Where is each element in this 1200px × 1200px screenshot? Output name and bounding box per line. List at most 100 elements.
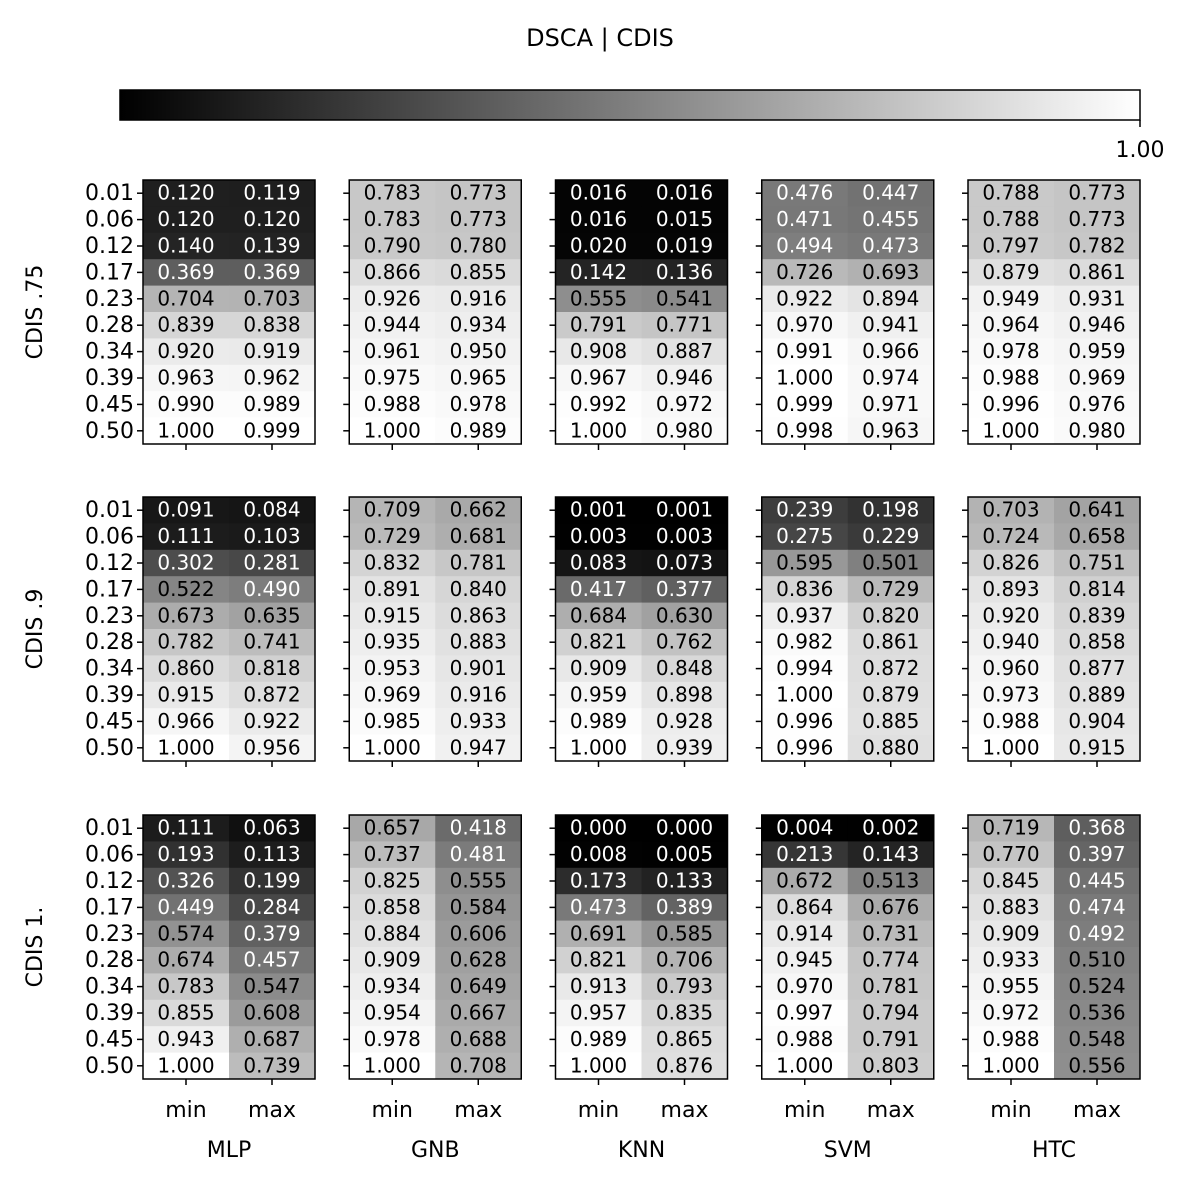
heatmap-cell	[968, 1052, 1055, 1080]
cell-value-label: 0.794	[862, 1001, 919, 1025]
heatmap-cell	[761, 815, 849, 842]
heatmap-cell	[435, 338, 522, 366]
heatmap-cell	[968, 497, 1055, 524]
cell-value-label: 0.946	[656, 366, 713, 390]
y-tick-label: 0.12	[85, 234, 134, 259]
cell-value-label: 0.976	[1068, 392, 1125, 416]
heatmap-cell	[1054, 920, 1141, 948]
heatmap-cell	[761, 1026, 849, 1054]
colorbar-tick-label: 1.00	[1116, 138, 1165, 163]
cell-value-label: 0.120	[243, 207, 300, 231]
cell-value-label: 0.848	[656, 656, 713, 680]
heatmap-cell	[847, 417, 935, 445]
cell-value-label: 0.783	[364, 181, 421, 205]
cell-value-label: 1.000	[776, 366, 833, 390]
heatmap-cell	[641, 497, 728, 524]
cell-value-label: 0.726	[776, 260, 833, 284]
y-tick-label: 0.45	[85, 1027, 134, 1052]
heatmap-cell	[1054, 549, 1141, 577]
y-tick-label: 0.50	[85, 736, 134, 761]
heatmap-cell	[641, 206, 728, 234]
cell-value-label: 0.584	[450, 895, 507, 919]
heatmap-cell	[968, 232, 1055, 260]
heatmap-cell	[349, 734, 436, 762]
heatmap-cell	[847, 602, 935, 630]
heatmap-cell	[435, 708, 522, 736]
heatmap-cell	[968, 206, 1055, 234]
cell-value-label: 0.885	[862, 709, 919, 733]
heatmap-cell	[143, 1026, 230, 1054]
cell-value-label: 0.989	[570, 709, 627, 733]
cell-value-label: 0.988	[982, 366, 1039, 390]
cell-value-label: 0.957	[570, 1001, 627, 1025]
heatmap-cell	[229, 259, 316, 287]
heatmap-cell	[435, 576, 522, 604]
heatmap-cell	[968, 815, 1055, 842]
cell-value-label: 0.706	[656, 948, 713, 972]
cell-value-label: 0.003	[570, 524, 627, 548]
panel-frame	[761, 814, 935, 1080]
x-tick-label: max	[1073, 1098, 1121, 1123]
cell-value-label: 1.000	[982, 418, 1039, 442]
heatmap-cell	[847, 338, 935, 366]
heatmap-cell	[435, 285, 522, 313]
cell-value-label: 0.001	[570, 498, 627, 522]
heatmap-cell	[555, 417, 642, 445]
heatmap-cell	[847, 920, 935, 948]
cell-value-label: 0.863	[450, 603, 507, 627]
cell-value-label: 0.536	[1068, 1001, 1125, 1025]
cell-value-label: 0.120	[157, 181, 214, 205]
cell-value-label: 0.737	[364, 842, 421, 866]
cell-value-label: 0.703	[243, 286, 300, 310]
heatmap-cell	[349, 285, 436, 313]
x-tick-label: min	[784, 1098, 826, 1123]
cell-value-label: 0.783	[364, 207, 421, 231]
heatmap-cell	[555, 338, 642, 366]
heatmap-cell	[435, 999, 522, 1027]
cell-value-label: 1.000	[982, 735, 1039, 759]
heatmap-cell	[968, 417, 1055, 445]
heatmap-cell	[968, 708, 1055, 736]
heatmap-cell	[435, 920, 522, 948]
panel-frame	[761, 496, 935, 762]
heatmap-cell	[435, 364, 522, 392]
x-tick-label: max	[248, 1098, 296, 1123]
cell-value-label: 0.773	[450, 207, 507, 231]
cell-value-label: 0.934	[450, 313, 507, 337]
cell-value-label: 0.474	[1068, 895, 1125, 919]
heatmap-cell	[761, 312, 849, 339]
y-tick-label: 0.28	[85, 630, 134, 655]
y-tick-label: 0.23	[85, 604, 134, 629]
y-tick-label: 0.06	[85, 208, 134, 233]
cell-value-label: 0.788	[982, 181, 1039, 205]
heatmap-cell	[349, 815, 436, 842]
heatmap-cell	[847, 576, 935, 604]
heatmap-cell	[1054, 232, 1141, 260]
cell-value-label: 1.000	[364, 735, 421, 759]
cell-value-label: 0.883	[450, 630, 507, 654]
cell-value-label: 0.985	[364, 709, 421, 733]
cell-value-label: 0.933	[450, 709, 507, 733]
cell-value-label: 0.966	[157, 709, 214, 733]
cell-value-label: 0.909	[570, 656, 627, 680]
heatmap-cell	[555, 602, 642, 630]
cell-value-label: 0.803	[862, 1053, 919, 1077]
cell-value-label: 0.855	[157, 1001, 214, 1025]
cell-value-label: 0.595	[776, 551, 833, 575]
y-tick-label: 0.06	[85, 843, 134, 868]
heatmap-cell	[143, 708, 230, 736]
cell-value-label: 0.904	[1068, 709, 1125, 733]
cell-value-label: 0.418	[450, 816, 507, 840]
heatmap-cell	[761, 497, 849, 524]
heatmap-cell	[761, 576, 849, 604]
cell-value-label: 0.990	[157, 392, 214, 416]
cell-value-label: 0.649	[450, 974, 507, 998]
y-tick-label: 0.23	[85, 287, 134, 312]
heatmap-cell	[143, 180, 230, 207]
cell-value-label: 0.004	[776, 816, 833, 840]
heatmap-cell	[143, 629, 230, 656]
heatmap-cell	[1054, 681, 1141, 709]
heatmap-cell	[1054, 867, 1141, 895]
y-tick-label: 0.34	[85, 657, 134, 682]
